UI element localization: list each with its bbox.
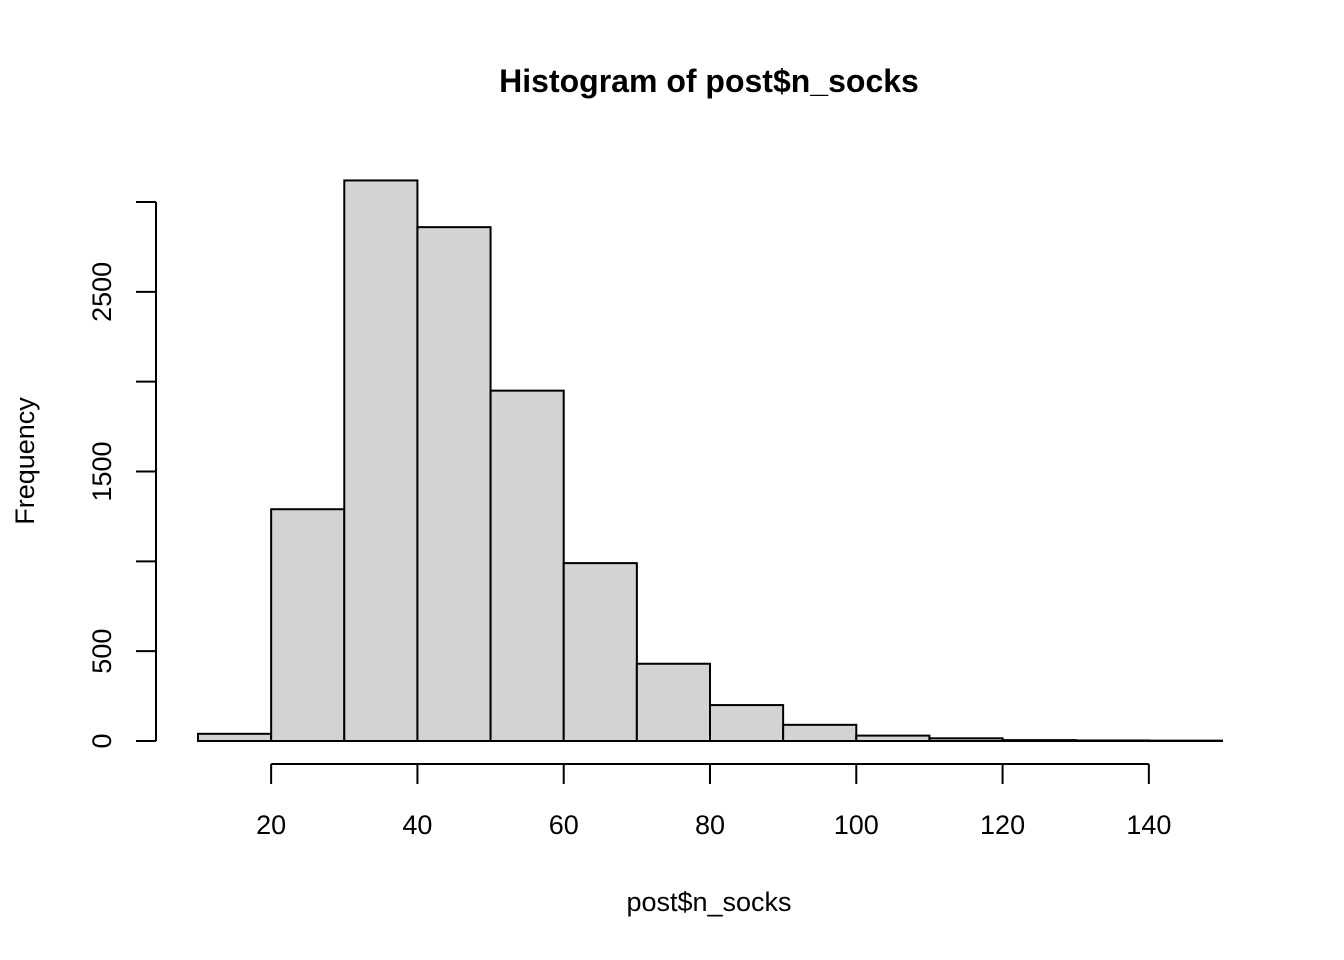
y-tick-label: 500 <box>87 629 117 674</box>
histogram-bar <box>855 734 931 742</box>
histogram-bar <box>197 732 273 743</box>
y-tick-label: 1500 <box>87 441 117 501</box>
x-tick-label: 60 <box>549 810 579 840</box>
x-tick-label: 140 <box>1126 810 1171 840</box>
histogram-bar <box>1074 739 1150 742</box>
x-axis-label: post$n_socks <box>626 887 791 917</box>
histogram-bar <box>270 508 346 743</box>
histogram-bar <box>416 226 492 743</box>
x-tick-label: 100 <box>834 810 879 840</box>
histogram-bar <box>489 389 565 742</box>
histogram-bar <box>709 704 785 742</box>
histogram-bar <box>928 737 1004 742</box>
bars-group <box>197 179 1224 743</box>
x-tick-label: 40 <box>402 810 432 840</box>
histogram-bar <box>1001 739 1077 743</box>
x-tick-label: 20 <box>256 810 286 840</box>
x-tick-label: 120 <box>980 810 1025 840</box>
y-tick-label: 2500 <box>87 262 117 322</box>
chart-title: Histogram of post$n_socks <box>499 63 919 99</box>
histogram-bar <box>635 662 711 743</box>
x-tick-label: 80 <box>695 810 725 840</box>
y-tick-label: 0 <box>87 733 117 748</box>
histogram-bar <box>562 562 638 742</box>
x-axis: 20 40 60 80 100 120 140 <box>256 763 1171 840</box>
y-axis: 0 500 1500 2500 <box>87 201 157 749</box>
histogram-bar <box>782 723 858 743</box>
histogram-bar <box>343 179 419 742</box>
y-axis-label: Frequency <box>10 397 40 525</box>
